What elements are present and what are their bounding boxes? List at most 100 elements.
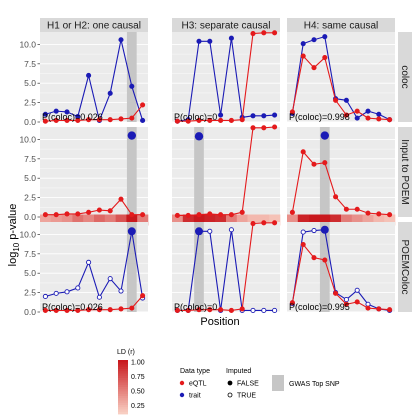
trait-point [272, 112, 278, 118]
eqtl-point [250, 31, 256, 37]
panel-background [172, 127, 280, 217]
facet-panel: P(coloc)=0.995 [287, 222, 395, 313]
eqtl-point [42, 212, 48, 218]
ld-tile [287, 214, 299, 226]
eqtl-point [207, 117, 213, 123]
ld-tile [341, 214, 353, 226]
trait-point [218, 112, 224, 118]
gwas-legend-key [272, 375, 284, 391]
eqtl-point [140, 293, 146, 299]
ld-tile [215, 214, 227, 226]
trait-point [42, 111, 48, 117]
data-type-legend-label: eQTL [189, 381, 207, 388]
ld-colorbar-segment [118, 409, 128, 413]
eqtl-line [291, 150, 390, 216]
trait-point [261, 307, 267, 313]
ld-colorbar-segment [118, 362, 128, 365]
ld-tile [172, 214, 184, 226]
imputed-legend-title: Imputed [226, 368, 251, 375]
trait-point [311, 37, 317, 43]
gwas-top-snp-band [126, 127, 137, 217]
ld-colorbar-segment [118, 364, 128, 368]
ld-legend-tick: 0.75 [131, 374, 145, 381]
imputed-legend-key [227, 392, 233, 398]
eqtl-point [196, 117, 202, 123]
legend: LD (r) 1.00 0.75 0.50 0.25 Data type eQTL trait… [117, 349, 340, 415]
ld-tile [247, 214, 259, 226]
y-tick-label: 10.0 [19, 229, 36, 239]
eqtl-point [96, 307, 102, 313]
eqtl-point [196, 212, 202, 218]
eqtl-point [322, 55, 328, 61]
eqtl-line [45, 104, 144, 122]
y-tick-label: 7.5 [24, 59, 36, 69]
ld-colorbar-segment [118, 402, 128, 406]
data-type-legend-label: trait [189, 393, 201, 400]
ld-colorbar-segment [118, 400, 128, 404]
ld-colorbar-segment [118, 373, 128, 377]
ld-tile [193, 214, 205, 226]
data-type-legend-key [179, 380, 185, 386]
eqtl-point [207, 211, 213, 217]
gwas-top-snp-band [126, 32, 137, 122]
facet-panel: P(coloc)=0.998 [287, 32, 395, 123]
pcoloc-annotation: P(coloc)=0.026 [42, 112, 103, 122]
trait-point [64, 109, 70, 115]
eqtl-point [118, 196, 124, 202]
eqtl-point [107, 208, 113, 214]
facet-panel [172, 124, 281, 226]
ld-colorbar-segment [118, 366, 128, 370]
eqtl-point [228, 212, 234, 218]
trait-point [300, 41, 306, 47]
eqtl-point [75, 117, 81, 123]
trait-point [196, 38, 202, 44]
eqtl-point [311, 65, 317, 71]
ld-colorbar-segment [118, 411, 128, 415]
eqtl-point [96, 207, 102, 213]
data-type-legend-title: Data type [180, 368, 210, 375]
column-strip [40, 18, 148, 32]
ld-tile [83, 214, 95, 226]
eqtl-point [354, 206, 360, 212]
trait-top-point [320, 225, 329, 234]
pcoloc-annotation: P(coloc)=0.998 [289, 112, 350, 122]
trait-point [322, 34, 328, 40]
trait-top-point [195, 227, 203, 236]
eqtl-point [376, 306, 382, 312]
y-axis-title-main: log [7, 252, 19, 267]
eqtl-point [174, 212, 180, 218]
eqtl-line [177, 32, 275, 122]
eqtl-point [196, 307, 202, 313]
column-strip-label: H3: separate causal [182, 21, 271, 32]
eqtl-point [365, 210, 371, 216]
eqtl-point [322, 160, 328, 166]
ld-colorbar-segment [118, 360, 128, 363]
ld-tile [104, 214, 116, 226]
ld-colorbar-segment [118, 382, 128, 386]
y-tick-label: 7.5 [24, 154, 36, 164]
eqtl-point [75, 211, 81, 217]
trait-point [354, 115, 360, 121]
eqtl-point [218, 212, 224, 218]
y-tick-label: 5.0 [24, 78, 36, 88]
y-tick-label: 5.0 [24, 268, 36, 278]
ld-tile [115, 214, 127, 226]
gwas-top-snp-band [194, 127, 204, 217]
column-strip-label: H1 or H2: one causal [47, 21, 141, 32]
eqtl-point [53, 307, 59, 313]
trait-point [53, 290, 59, 296]
y-tick-label: 0.0 [24, 117, 36, 127]
eqtl-point [218, 117, 224, 123]
facet-grid: H1 or H2: one causal H3: separate causal H… [19, 18, 412, 317]
y-tick-label: 2.5 [24, 193, 36, 203]
trait-line [291, 229, 390, 311]
ld-tile [351, 214, 363, 226]
eqtl-point [272, 220, 278, 226]
row-strip [398, 222, 412, 312]
trait-point [96, 294, 102, 300]
trait-point [228, 227, 234, 233]
pcoloc-annotation: P(coloc)=0 [174, 302, 217, 312]
eqtl-point [218, 307, 224, 313]
gwas-legend-label: GWAS Top SNP [289, 381, 340, 388]
eqtl-line [177, 222, 275, 312]
